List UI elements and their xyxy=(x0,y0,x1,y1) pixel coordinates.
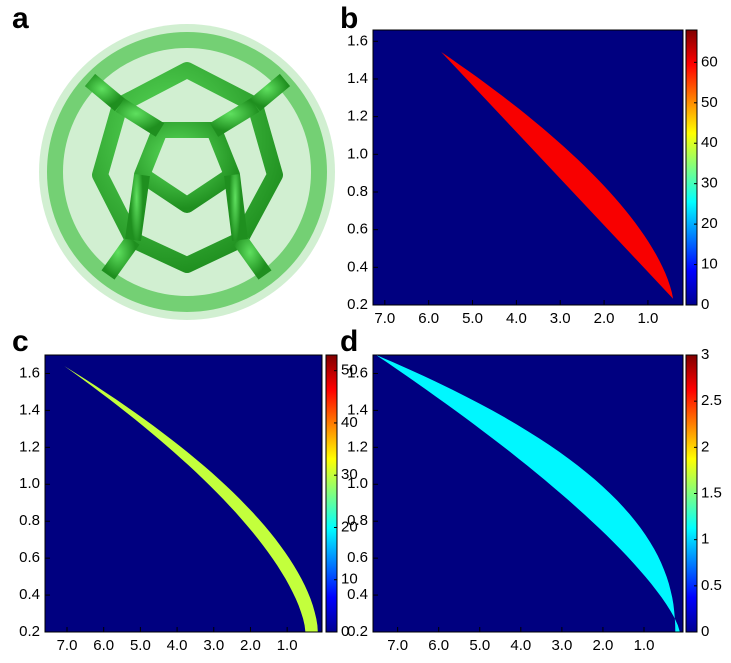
y-tick-label: 1.4 xyxy=(19,401,40,418)
panel-label: d xyxy=(340,325,358,358)
colorbar-tick-label: 50 xyxy=(701,94,718,111)
colorbar-tick-label: 0 xyxy=(341,623,349,640)
molecule xyxy=(39,24,335,320)
colorbar-tick-label: 20 xyxy=(341,518,358,535)
y-tick-label: 1.6 xyxy=(19,364,40,381)
colorbar-tick-label: 40 xyxy=(341,414,358,431)
y-tick-label: 0.4 xyxy=(347,586,368,603)
x-tick-label: 5.0 xyxy=(469,637,490,654)
plot-frame xyxy=(44,354,323,633)
colorbar-tick-label: 40 xyxy=(701,134,718,151)
y-tick-label: 0.2 xyxy=(347,296,368,313)
y-tick-label: 1.6 xyxy=(347,364,368,381)
colorbar-tick-label: 2.5 xyxy=(701,392,722,409)
x-tick-label: 2.0 xyxy=(240,637,261,654)
colorbar-tick-label: 1.5 xyxy=(701,484,722,501)
y-tick-label: 0.2 xyxy=(347,623,368,640)
y-tick-label: 0.8 xyxy=(19,512,40,529)
x-tick-label: 4.0 xyxy=(506,310,527,327)
colorbar-tick-label: 3 xyxy=(701,346,709,363)
plot-background xyxy=(373,355,683,632)
y-tick-label: 1.0 xyxy=(347,145,368,162)
colorbar-tick-label: 0 xyxy=(701,296,709,313)
y-tick-label: 1.2 xyxy=(19,438,40,455)
colorbar-tick-label: 60 xyxy=(701,53,718,70)
x-tick-label: 3.0 xyxy=(550,310,571,327)
colorbar-tick-label: 30 xyxy=(701,175,718,192)
x-tick-label: 6.0 xyxy=(93,637,114,654)
y-tick-label: 0.4 xyxy=(347,258,368,275)
x-tick-label: 4.0 xyxy=(167,637,188,654)
x-tick-label: 4.0 xyxy=(510,637,531,654)
colorbar-tick-label: 1 xyxy=(701,531,709,548)
plot-background xyxy=(45,355,322,632)
colorbar-tick-label: 2 xyxy=(701,438,709,455)
colorbar-tick-label: 10 xyxy=(701,256,718,273)
x-tick-label: 3.0 xyxy=(203,637,224,654)
y-tick-label: 1.4 xyxy=(347,70,368,87)
x-tick-label: 1.0 xyxy=(637,310,658,327)
panel-label: a xyxy=(12,2,29,35)
x-tick-label: 5.0 xyxy=(130,637,151,654)
x-tick-label: 7.0 xyxy=(374,310,395,327)
x-tick-label: 7.0 xyxy=(57,637,78,654)
x-tick-label: 1.0 xyxy=(634,637,655,654)
x-tick-label: 1.0 xyxy=(277,637,298,654)
y-tick-label: 1.0 xyxy=(347,475,368,492)
y-tick-label: 1.4 xyxy=(347,401,368,418)
panel-label: c xyxy=(12,325,29,358)
x-tick-label: 7.0 xyxy=(387,637,408,654)
colorbar-tick-label: 10 xyxy=(341,571,358,588)
y-tick-label: 0.4 xyxy=(19,586,40,603)
plot-background xyxy=(373,30,683,305)
y-tick-label: 0.8 xyxy=(347,183,368,200)
colorbar xyxy=(325,354,338,633)
colorbar-tick-label: 30 xyxy=(341,466,358,483)
x-tick-label: 3.0 xyxy=(551,637,572,654)
y-tick-label: 1.0 xyxy=(19,475,40,492)
plot-frame xyxy=(372,29,684,306)
colorbar-tick-label: 0.5 xyxy=(701,577,722,594)
region xyxy=(441,52,674,299)
colorbar-tick-label: 50 xyxy=(341,362,358,379)
y-tick-label: 0.6 xyxy=(347,221,368,238)
y-tick-label: 0.2 xyxy=(19,623,40,640)
plot-frame xyxy=(372,354,684,633)
y-tick-label: 0.6 xyxy=(19,549,40,566)
colorbar xyxy=(685,29,698,306)
x-tick-label: 2.0 xyxy=(593,637,614,654)
colorbar-tick-label: 0 xyxy=(701,623,709,640)
x-tick-label: 6.0 xyxy=(428,637,449,654)
y-tick-label: 1.2 xyxy=(347,108,368,125)
x-tick-label: 2.0 xyxy=(594,310,615,327)
colorbar-tick-label: 20 xyxy=(701,215,718,232)
y-tick-label: 0.8 xyxy=(347,512,368,529)
y-tick-label: 1.6 xyxy=(347,32,368,49)
panel-label: b xyxy=(340,2,358,35)
y-tick-label: 1.2 xyxy=(347,438,368,455)
x-tick-label: 6.0 xyxy=(418,310,439,327)
x-tick-label: 5.0 xyxy=(462,310,483,327)
y-tick-label: 0.6 xyxy=(347,549,368,566)
